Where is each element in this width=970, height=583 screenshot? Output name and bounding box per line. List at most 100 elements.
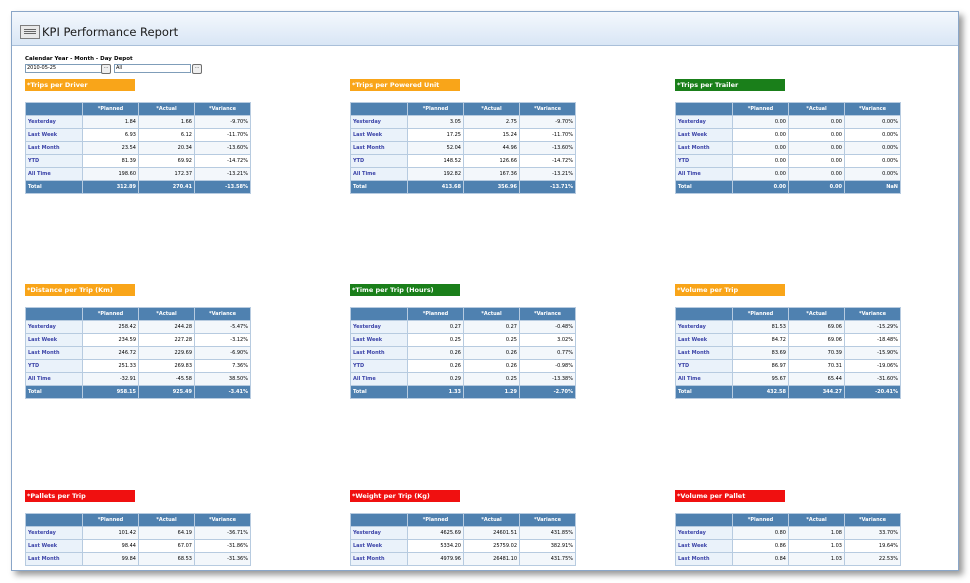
table-cell: 413.68 xyxy=(407,180,464,194)
row-label[interactable]: All Time xyxy=(25,167,83,181)
column-header[interactable]: *Planned xyxy=(82,513,139,527)
row-label[interactable]: Yesterday xyxy=(25,115,83,129)
table-cell: 1.66 xyxy=(138,115,195,129)
kpi-table: *Planned *Actual *Variance Yesterday 258.42 2… xyxy=(25,307,251,399)
row-label[interactable]: Last Month xyxy=(25,141,83,155)
table-cell: -13.21% xyxy=(519,167,576,181)
row-label[interactable]: Last Week xyxy=(25,539,83,553)
row-label[interactable]: Last Month xyxy=(675,552,733,566)
table-cell: 1.08 xyxy=(788,526,845,540)
row-label[interactable]: Last Month xyxy=(25,346,83,360)
row-label[interactable]: YTD xyxy=(350,154,408,168)
row-label[interactable]: Yesterday xyxy=(25,526,83,540)
table-cell: 431.85% xyxy=(519,526,576,540)
column-header[interactable]: *Planned xyxy=(82,307,139,321)
row-label[interactable]: Yesterday xyxy=(25,320,83,334)
column-header[interactable]: *Actual xyxy=(788,307,845,321)
table-cell: -0.98% xyxy=(519,359,576,373)
column-header[interactable]: *Planned xyxy=(732,102,789,116)
row-label[interactable]: YTD xyxy=(25,359,83,373)
row-label[interactable]: Last Week xyxy=(25,333,83,347)
row-label[interactable]: Yesterday xyxy=(350,320,408,334)
table-cell: 1.03 xyxy=(788,539,845,553)
row-label[interactable]: Last Week xyxy=(675,333,733,347)
column-header[interactable]: *Variance xyxy=(844,307,901,321)
row-label[interactable]: Yesterday xyxy=(350,526,408,540)
column-header[interactable]: *Planned xyxy=(82,102,139,116)
column-header[interactable]: *Planned xyxy=(732,513,789,527)
column-header[interactable]: *Planned xyxy=(407,307,464,321)
column-header[interactable]: *Variance xyxy=(519,102,576,116)
column-header[interactable]: *Planned xyxy=(407,102,464,116)
table-cell: -6.90% xyxy=(194,346,251,360)
row-label[interactable]: Last Month xyxy=(675,346,733,360)
column-header[interactable]: *Variance xyxy=(844,102,901,116)
row-label[interactable]: YTD xyxy=(675,359,733,373)
row-label[interactable]: All Time xyxy=(350,372,408,386)
corner-header xyxy=(675,513,733,527)
kpi-title: *Trips per Powered Unit xyxy=(350,79,460,91)
row-label[interactable]: Yesterday xyxy=(675,320,733,334)
row-label[interactable]: Yesterday xyxy=(350,115,408,129)
column-header[interactable]: *Variance xyxy=(194,102,251,116)
row-label[interactable]: All Time xyxy=(675,372,733,386)
row-label[interactable]: Last Month xyxy=(350,141,408,155)
row-label[interactable]: Last Month xyxy=(675,141,733,155)
table-cell: 65.44 xyxy=(788,372,845,386)
table-cell: -14.72% xyxy=(194,154,251,168)
table-row: Last Week 0.86 1.03 19.64% xyxy=(675,539,901,553)
row-label[interactable]: Last Week xyxy=(350,333,408,347)
depot-param-browse-button[interactable]: ... xyxy=(192,64,202,74)
table-row: Last Month 23.54 20.34 -13.60% xyxy=(25,141,251,155)
table-cell: 23.54 xyxy=(82,141,139,155)
date-param-browse-button[interactable]: ... xyxy=(101,64,111,74)
row-label[interactable]: All Time xyxy=(675,167,733,181)
table-cell: 44.96 xyxy=(463,141,520,155)
column-header[interactable]: *Actual xyxy=(463,102,520,116)
column-header[interactable]: *Planned xyxy=(407,513,464,527)
row-label[interactable]: All Time xyxy=(350,167,408,181)
column-header[interactable]: *Actual xyxy=(138,102,195,116)
row-label[interactable]: Last Month xyxy=(350,552,408,566)
depot-param-input[interactable]: All xyxy=(114,64,191,73)
row-label[interactable]: Last Week xyxy=(675,128,733,142)
column-header[interactable]: *Actual xyxy=(138,513,195,527)
table-cell: 19.64% xyxy=(844,539,901,553)
column-header[interactable]: *Variance xyxy=(194,513,251,527)
row-label[interactable]: Last Week xyxy=(350,128,408,142)
column-header[interactable]: *Variance xyxy=(519,307,576,321)
column-header[interactable]: *Actual xyxy=(138,307,195,321)
row-label[interactable]: Last Week xyxy=(350,539,408,553)
row-label[interactable]: Yesterday xyxy=(675,526,733,540)
table-cell: NaN xyxy=(844,180,901,194)
title-bar: KPI Performance Report xyxy=(12,12,958,46)
table-cell: -15.29% xyxy=(844,320,901,334)
column-header[interactable]: *Actual xyxy=(788,102,845,116)
table-cell: -31.60% xyxy=(844,372,901,386)
date-param-input[interactable]: 2010-05-25 xyxy=(25,64,102,73)
column-header[interactable]: *Variance xyxy=(519,513,576,527)
row-label[interactable]: YTD xyxy=(350,359,408,373)
row-label[interactable]: Last Week xyxy=(675,539,733,553)
corner-header xyxy=(350,513,408,527)
table-cell: 0.00 xyxy=(732,115,789,129)
row-label[interactable]: Yesterday xyxy=(675,115,733,129)
column-header[interactable]: *Actual xyxy=(788,513,845,527)
column-header[interactable]: *Actual xyxy=(463,307,520,321)
row-label[interactable]: All Time xyxy=(25,372,83,386)
column-header[interactable]: *Planned xyxy=(732,307,789,321)
corner-header xyxy=(350,102,408,116)
row-label[interactable]: Last Month xyxy=(25,552,83,566)
table-cell: -31.86% xyxy=(194,539,251,553)
row-label[interactable]: YTD xyxy=(675,154,733,168)
column-header[interactable]: *Actual xyxy=(463,513,520,527)
table-cell: -36.71% xyxy=(194,526,251,540)
table-cell: 15.24 xyxy=(463,128,520,142)
row-label[interactable]: Last Week xyxy=(25,128,83,142)
table-cell: 81.39 xyxy=(82,154,139,168)
column-header[interactable]: *Variance xyxy=(194,307,251,321)
row-label[interactable]: Last Month xyxy=(350,346,408,360)
column-header[interactable]: *Variance xyxy=(844,513,901,527)
row-label[interactable]: YTD xyxy=(25,154,83,168)
table-cell: 0.26 xyxy=(407,346,464,360)
